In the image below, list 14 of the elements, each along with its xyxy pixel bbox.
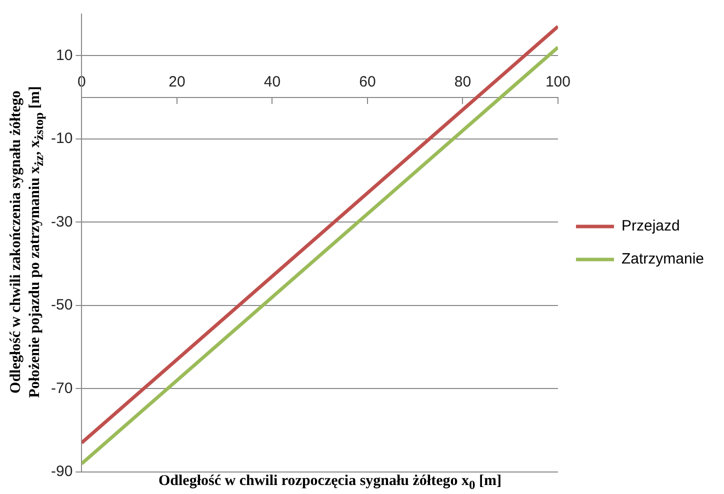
legend-label: Przejazd <box>621 218 680 235</box>
x-tick-label: 80 <box>454 73 472 90</box>
y-tick-label: -70 <box>50 380 73 397</box>
y-tick-label: 10 <box>56 46 73 64</box>
x-tick-label: 20 <box>168 73 186 90</box>
legend-label: Zatrzymanie <box>621 250 704 268</box>
x-tick-label: 60 <box>359 73 376 90</box>
x-tick-label: 100 <box>545 73 570 90</box>
x-axis-title: Odległość w chwili rozpoczęcia sygnału żółtego x$_{0}$ [m] <box>158 473 502 492</box>
y-tick-label: -90 <box>50 463 73 480</box>
y-tick-label: -50 <box>50 296 73 314</box>
x-tick-label: 40 <box>264 73 281 90</box>
y-tick-label: -30 <box>50 213 73 230</box>
y-tick-label: -10 <box>50 130 73 148</box>
